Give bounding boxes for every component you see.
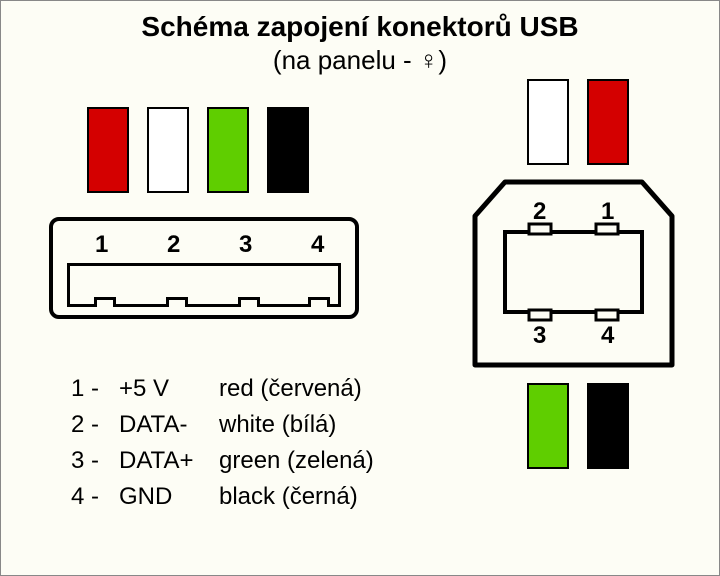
usb-a-pin-label: 2 bbox=[167, 231, 180, 259]
swatch-black bbox=[587, 383, 629, 469]
usb-b-pin bbox=[529, 310, 551, 320]
usb-a-pin-label: 1 bbox=[95, 231, 108, 259]
usb-a-pin-label: 3 bbox=[239, 231, 252, 259]
usb-b-inner-block bbox=[505, 232, 642, 312]
swatch-black bbox=[267, 107, 309, 193]
usb-b-connector: 2 1 3 4 bbox=[471, 176, 676, 371]
usb-a-swatches bbox=[87, 107, 309, 193]
legend-row: 3 -DATA+green (zelená) bbox=[71, 443, 374, 479]
diagram-title: Schéma zapojení konektorů USB bbox=[1, 11, 719, 43]
swatch-green bbox=[207, 107, 249, 193]
usb-a-pin-label: 4 bbox=[311, 231, 324, 259]
usb-b-pin bbox=[596, 310, 618, 320]
usb-b-top-swatches bbox=[527, 79, 629, 165]
usb-b-pin-label: 3 bbox=[533, 322, 546, 350]
swatch-red bbox=[87, 107, 129, 193]
swatch-red bbox=[587, 79, 629, 165]
usb-a-pin bbox=[308, 297, 330, 307]
usb-a-connector: 1 2 3 4 bbox=[49, 217, 359, 319]
legend-row: 1 -+5 Vred (červená) bbox=[71, 371, 374, 407]
usb-b-pin-label: 4 bbox=[601, 322, 614, 350]
diagram-subtitle: (na panelu - ♀) bbox=[1, 45, 719, 76]
pin-legend: 1 -+5 Vred (červená) 2 -DATA-white (bílá… bbox=[71, 371, 374, 515]
usb-b-bottom-swatches bbox=[527, 383, 629, 469]
swatch-white bbox=[527, 79, 569, 165]
legend-row: 2 -DATA-white (bílá) bbox=[71, 407, 374, 443]
usb-a-pin bbox=[94, 297, 116, 307]
usb-b-pin-label: 2 bbox=[533, 198, 546, 226]
usb-a-pin bbox=[238, 297, 260, 307]
swatch-white bbox=[147, 107, 189, 193]
usb-b-pin-label: 1 bbox=[601, 198, 614, 226]
usb-a-pin bbox=[166, 297, 188, 307]
legend-row: 4 -GNDblack (černá) bbox=[71, 479, 374, 515]
swatch-green bbox=[527, 383, 569, 469]
usb-a-inner-block bbox=[67, 263, 341, 307]
